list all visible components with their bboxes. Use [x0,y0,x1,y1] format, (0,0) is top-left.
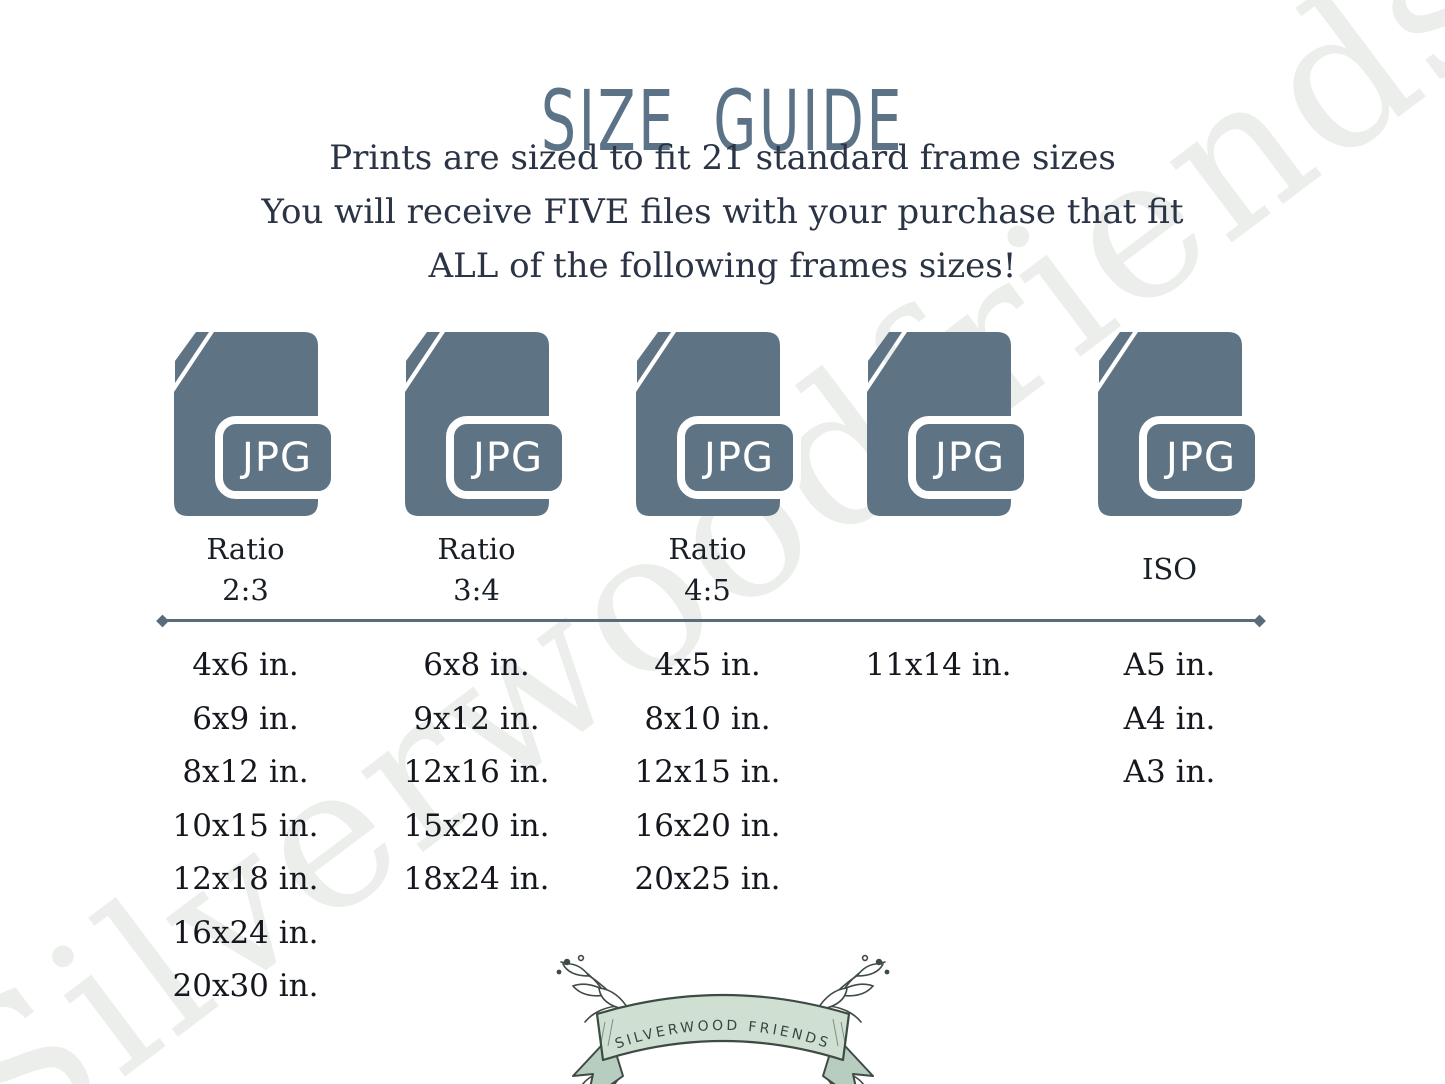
jpg-file-icon: JPG [635,332,801,516]
subtitle-line: Prints are sized to fit 21 standard fram… [329,138,1116,178]
size-column: 4x5 in. 8x10 in. 12x15 in. 16x20 in. 20x25 i… [592,639,824,907]
file-fold-icon [1098,332,1133,383]
ratio-value: 4:5 [684,573,731,607]
size-item: 16x24 in. [172,914,319,951]
file-fold-icon [405,332,440,383]
size-item: A5 in. [1123,647,1216,683]
jpg-badge-label: JPG [701,435,774,481]
size-column: A5 in. A4 in. A3 in. [1054,639,1286,800]
jpg-badge-label: JPG [470,435,543,481]
size-item: 12x18 in. [172,861,319,897]
jpg-badge-label: JPG [239,435,312,481]
jpg-badge [1138,416,1263,499]
file-fold-icon [867,332,902,383]
size-item: 8x12 in. [182,754,309,790]
ratio-word: Ratio [668,532,747,566]
ratio-label: Ratio 2:3 [136,529,356,611]
jpg-file-icon: JPG [404,332,570,516]
botanical-sprig-icon [556,954,636,1084]
size-item: 12x15 in. [634,754,781,790]
size-item: 20x25 in. [634,861,781,897]
size-item: 20x30 in. [172,968,319,1004]
ratio-value: ISO [1141,552,1198,586]
jpg-file-icon: JPG [866,332,1032,516]
ratio-word: Ratio [206,532,285,566]
size-item: 15x20 in. [403,807,550,844]
page-title: SIZE GUIDE [540,72,905,171]
size-item: 4x6 in. [192,647,299,683]
size-item: 11x14 in. [865,647,1012,683]
silverwood-friends-logo: SILVERWOOD FRIENDS [556,954,891,1084]
file-fold-icon [636,332,671,383]
size-item: 8x10 in. [644,700,771,737]
size-item: 10x15 in. [172,807,319,844]
ratio-word: Ratio [437,532,516,566]
ratio-label: ISO [1060,549,1280,590]
jpg-badge [445,416,570,499]
size-item: 4x5 in. [654,647,761,683]
jpg-badge [907,416,1032,499]
size-item: A4 in. [1123,700,1216,737]
jpg-badge [676,416,801,499]
jpg-badge-label: JPG [1163,435,1236,481]
divider-line [162,619,1260,622]
size-column: 4x6 in. 6x9 in. 8x12 in. 10x15 in. 12x18 in.… [130,639,362,1014]
size-column: 6x8 in. 9x12 in. 12x16 in. 15x20 in. 18x24 i… [361,639,593,907]
jpg-file-icon: JPG [173,332,339,516]
subtitle-line: ALL of the following frames sizes! [428,246,1017,286]
ratio-label: Ratio 3:4 [367,529,587,611]
size-item: 6x9 in. [192,700,299,737]
jpg-file-icon: JPG [1097,332,1263,516]
size-item: 12x16 in. [403,754,550,790]
size-item: 16x20 in. [634,807,781,844]
ratio-label: Ratio 4:5 [598,529,818,611]
ribbon-band [595,993,851,1062]
size-column: 11x14 in. [823,639,1055,693]
file-fold-icon [174,332,209,383]
jpg-badge-label: JPG [932,435,1005,481]
subtitle: Prints are sized to fit 21 standard fram… [0,131,1445,293]
jpg-badge [214,416,339,499]
size-item: 18x24 in. [403,861,550,897]
size-item: A3 in. [1123,754,1216,790]
size-item: 9x12 in. [413,700,540,737]
size-item: 6x8 in. [423,647,530,683]
subtitle-line: You will receive FIVE files with your pu… [261,192,1184,232]
ratio-value: 2:3 [222,573,269,607]
ratio-value: 3:4 [453,573,500,607]
